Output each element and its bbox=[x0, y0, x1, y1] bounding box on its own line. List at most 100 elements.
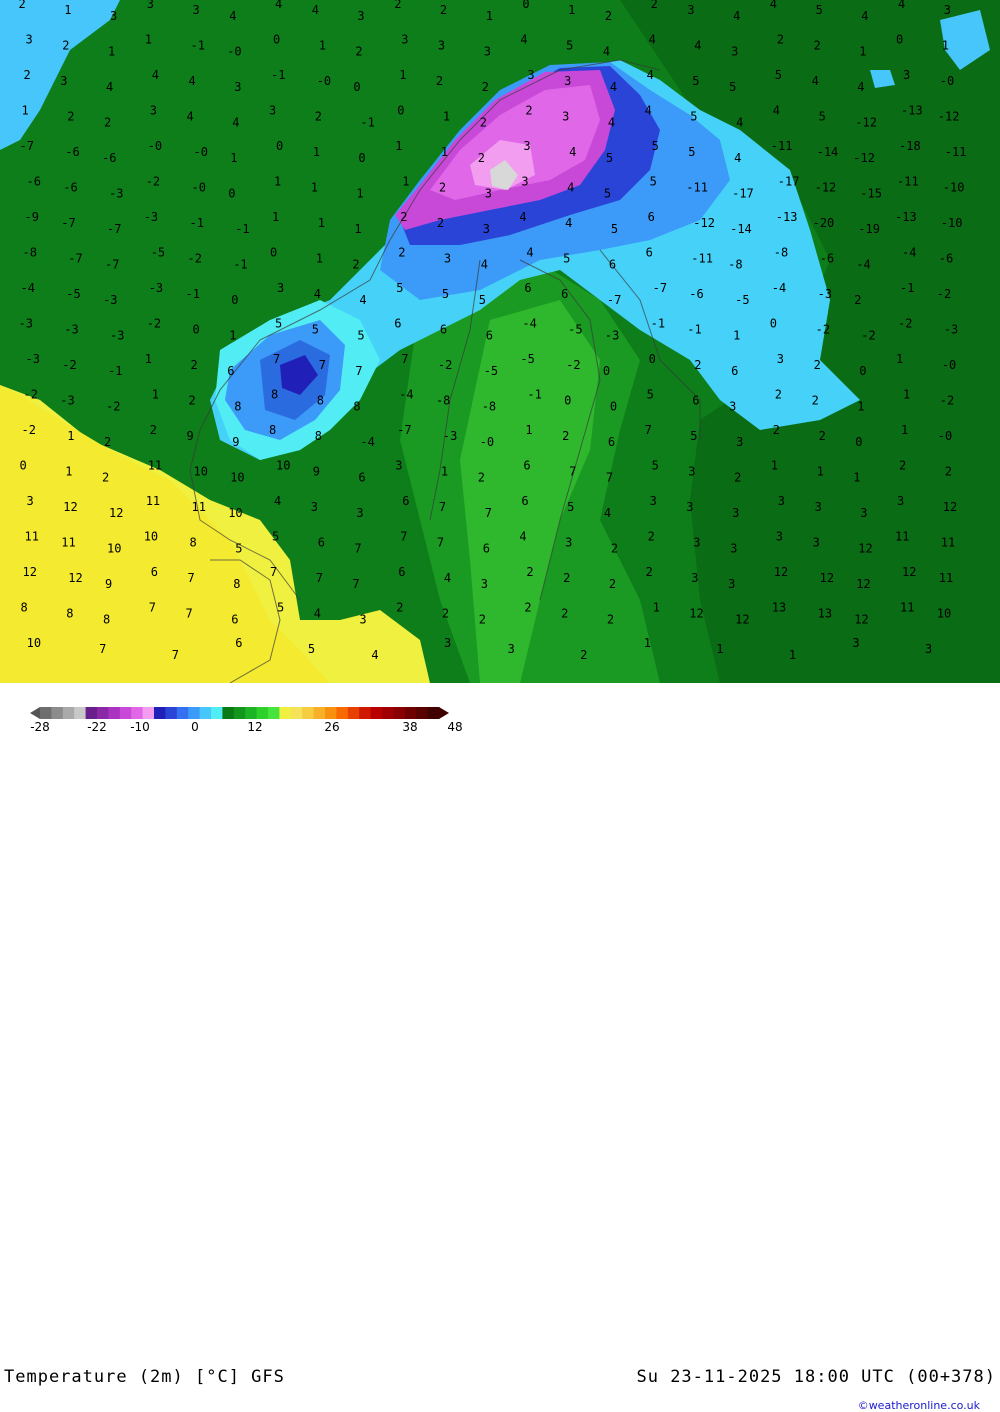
temperature-value: 2 bbox=[651, 0, 658, 11]
temperature-value: 0 bbox=[896, 33, 903, 47]
temperature-value: 4 bbox=[314, 607, 321, 621]
temperature-value: 6 bbox=[608, 435, 615, 449]
temperature-value: 2 bbox=[524, 601, 531, 615]
temperature-value: 3 bbox=[484, 45, 491, 59]
temperature-value: 2 bbox=[580, 648, 587, 662]
temperature-value: 3 bbox=[401, 33, 408, 47]
temperature-value: -4 bbox=[399, 388, 413, 402]
temperature-value: 3 bbox=[527, 68, 534, 82]
temperature-value: 8 bbox=[317, 394, 324, 408]
temperature-value: 2 bbox=[812, 394, 819, 408]
temperature-value: 4 bbox=[649, 33, 656, 47]
temperature-value: 0 bbox=[193, 323, 200, 337]
temperature-value: 3 bbox=[565, 536, 572, 550]
temperature-value: 2 bbox=[396, 601, 403, 615]
temperature-value: 3 bbox=[311, 500, 318, 514]
temperature-value: 6 bbox=[151, 565, 158, 579]
temperature-value: -1 bbox=[235, 222, 249, 236]
temperature-value: -8 bbox=[436, 394, 450, 408]
temperature-value: -0 bbox=[148, 139, 162, 153]
temperature-value: 5 bbox=[611, 222, 618, 236]
temperature-value: 3 bbox=[729, 400, 736, 414]
temperature-value: 2 bbox=[436, 74, 443, 88]
temperature-value: 3 bbox=[483, 222, 490, 236]
temperature-value: 2 bbox=[648, 530, 655, 544]
temperature-value: 7 bbox=[606, 471, 613, 485]
temperature-value: 1 bbox=[817, 465, 824, 479]
temperature-value: 7 bbox=[355, 364, 362, 378]
temperature-value: 2 bbox=[607, 613, 614, 627]
temperature-value: 7 bbox=[352, 577, 359, 591]
legend-swatch bbox=[199, 707, 212, 719]
temperature-value: 4 bbox=[645, 104, 652, 118]
temperature-value: 3 bbox=[691, 571, 698, 585]
temperature-value: -2 bbox=[22, 423, 36, 437]
temperature-value: 7 bbox=[316, 571, 323, 585]
temperature-value: 1 bbox=[644, 636, 651, 650]
legend-tick-label: 0 bbox=[191, 720, 199, 733]
temperature-value: 4 bbox=[736, 116, 743, 130]
temperature-value: 4 bbox=[312, 3, 319, 17]
temperature-value: -11 bbox=[686, 181, 708, 195]
credit-link[interactable]: ©weatheronline.co.uk bbox=[857, 1399, 980, 1412]
temperature-value: 1 bbox=[274, 175, 281, 189]
color-legend: -28 -22 -10 0 12 26 38 48 bbox=[30, 707, 463, 733]
temperature-value: 4 bbox=[519, 210, 526, 224]
temperature-value: 3 bbox=[562, 110, 569, 124]
temperature-value: 11 bbox=[939, 571, 953, 585]
temperature-value: 2 bbox=[478, 151, 485, 165]
temperature-value: 1 bbox=[443, 110, 450, 124]
temperature-value: -1 bbox=[186, 287, 200, 301]
temperature-value: 0 bbox=[564, 394, 571, 408]
temperature-value: 2 bbox=[694, 358, 701, 372]
temperature-value: 2 bbox=[605, 9, 612, 23]
temperature-value: 1 bbox=[525, 423, 532, 437]
temperature-value: 4 bbox=[232, 116, 239, 130]
temperature-value: 7 bbox=[319, 358, 326, 372]
temperature-value: 2 bbox=[437, 216, 444, 230]
temperature-value: 4 bbox=[106, 80, 113, 94]
temperature-value: -6 bbox=[27, 175, 41, 189]
temperature-value: -1 bbox=[527, 388, 541, 402]
temperature-value: 7 bbox=[354, 542, 361, 556]
temperature-value: 1 bbox=[108, 45, 115, 59]
temperature-value: 1 bbox=[857, 400, 864, 414]
temperature-value: -13 bbox=[776, 210, 798, 224]
temperature-value: -1 bbox=[360, 116, 374, 130]
temperature-value: 6 bbox=[483, 542, 490, 556]
temperature-value: -2 bbox=[861, 329, 875, 343]
temperature-value: -15 bbox=[860, 187, 882, 201]
temperature-value: -1 bbox=[900, 281, 914, 295]
temperature-value: 1 bbox=[318, 216, 325, 230]
temperature-value: 12 bbox=[854, 613, 868, 627]
temperature-value: 7 bbox=[400, 530, 407, 544]
temperature-value: 6 bbox=[646, 246, 653, 260]
temperature-value: 1 bbox=[230, 151, 237, 165]
temperature-value: 1 bbox=[789, 648, 796, 662]
temperature-value: 5 bbox=[650, 175, 657, 189]
temperature-value: 7 bbox=[439, 500, 446, 514]
temperature-value: 4 bbox=[861, 9, 868, 23]
temperature-value: 12 bbox=[109, 506, 123, 520]
temperature-value: 0 bbox=[276, 139, 283, 153]
legend-tick-label: -22 bbox=[87, 720, 107, 733]
legend-swatch bbox=[268, 707, 280, 719]
temperature-value: 6 bbox=[440, 323, 447, 337]
temperature-value: -6 bbox=[102, 151, 116, 165]
temperature-value: 3 bbox=[277, 281, 284, 295]
temperature-value: 3 bbox=[357, 9, 364, 23]
temperature-value: -2 bbox=[937, 287, 951, 301]
temperature-value: 3 bbox=[852, 636, 859, 650]
temperature-value: 10 bbox=[194, 465, 208, 479]
temperature-value: -2 bbox=[106, 400, 120, 414]
temperature-value: 6 bbox=[561, 287, 568, 301]
temperature-value: 2 bbox=[899, 459, 906, 473]
temperature-value: 9 bbox=[187, 429, 194, 443]
temperature-value: -3 bbox=[19, 317, 33, 331]
temperature-value: 3 bbox=[736, 435, 743, 449]
temperature-value: 3 bbox=[687, 3, 694, 17]
temperature-value: 5 bbox=[652, 459, 659, 473]
temperature-value: 2 bbox=[104, 435, 111, 449]
legend-swatch bbox=[245, 707, 258, 719]
temperature-value: 4 bbox=[603, 45, 610, 59]
